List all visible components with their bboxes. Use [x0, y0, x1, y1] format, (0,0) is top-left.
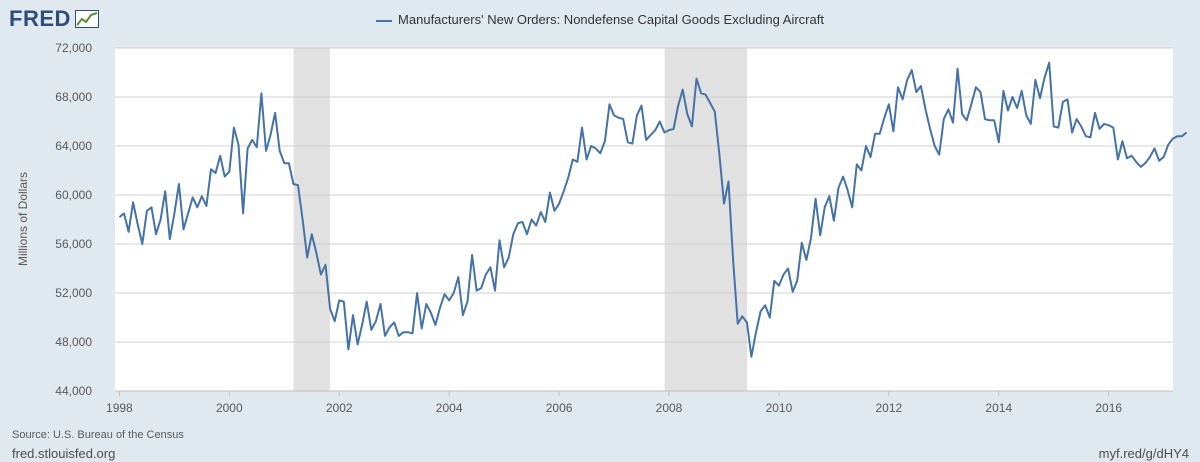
x-tick-label: 2012 [875, 401, 902, 415]
series-layer [118, 61, 1188, 358]
x-tick-label: 2008 [656, 401, 683, 415]
x-tick-label: 2014 [985, 401, 1012, 415]
x-tick-label: 1998 [106, 401, 133, 415]
y-tick-label: 64,000 [55, 139, 92, 153]
x-tick-label: 2010 [766, 401, 793, 415]
y-tick-label: 56,000 [55, 237, 92, 251]
plot-area [115, 48, 1173, 391]
legend-swatch [376, 19, 393, 22]
x-axis: 1998 2000 2002 2004 2006 2008 2010 2012 2014 2016 [106, 390, 1173, 415]
x-tick-label: 2000 [216, 401, 243, 415]
y-tick-label: 48,000 [55, 335, 92, 349]
recession-band [664, 48, 748, 391]
x-tick-label: 2004 [436, 401, 463, 415]
y-tick-label: 72,000 [55, 41, 92, 55]
y-tick-label: 44,000 [55, 384, 92, 398]
y-tick-label: 68,000 [55, 90, 92, 104]
y-axis-label: Millions of Dollars [16, 172, 30, 266]
line-chart-icon [74, 10, 99, 28]
x-tick-label: 2016 [1095, 401, 1122, 415]
legend-label: Manufacturers' New Orders: Nondefense Ca… [398, 12, 824, 27]
series-line [118, 61, 1188, 358]
recession-shading [293, 48, 748, 391]
fred-logo-text: FRED [9, 6, 71, 31]
x-tick-label: 2002 [326, 401, 353, 415]
chart-legend: Manufacturers' New Orders: Nondefense Ca… [0, 12, 1200, 27]
source-note: Source: U.S. Bureau of the Census [12, 429, 184, 441]
y-axis: 44,000 48,000 52,000 56,000 60,000 64,000 68,0… [55, 41, 92, 398]
fred-logo[interactable]: FRED [9, 6, 99, 32]
short-url-link[interactable]: myf.red/g/dHY4 [1098, 446, 1189, 461]
x-tick-label: 2006 [546, 401, 573, 415]
site-link[interactable]: fred.stlouisfed.org [12, 446, 116, 461]
recession-band [293, 48, 330, 391]
y-tick-label: 52,000 [55, 286, 92, 300]
y-tick-label: 60,000 [55, 188, 92, 202]
